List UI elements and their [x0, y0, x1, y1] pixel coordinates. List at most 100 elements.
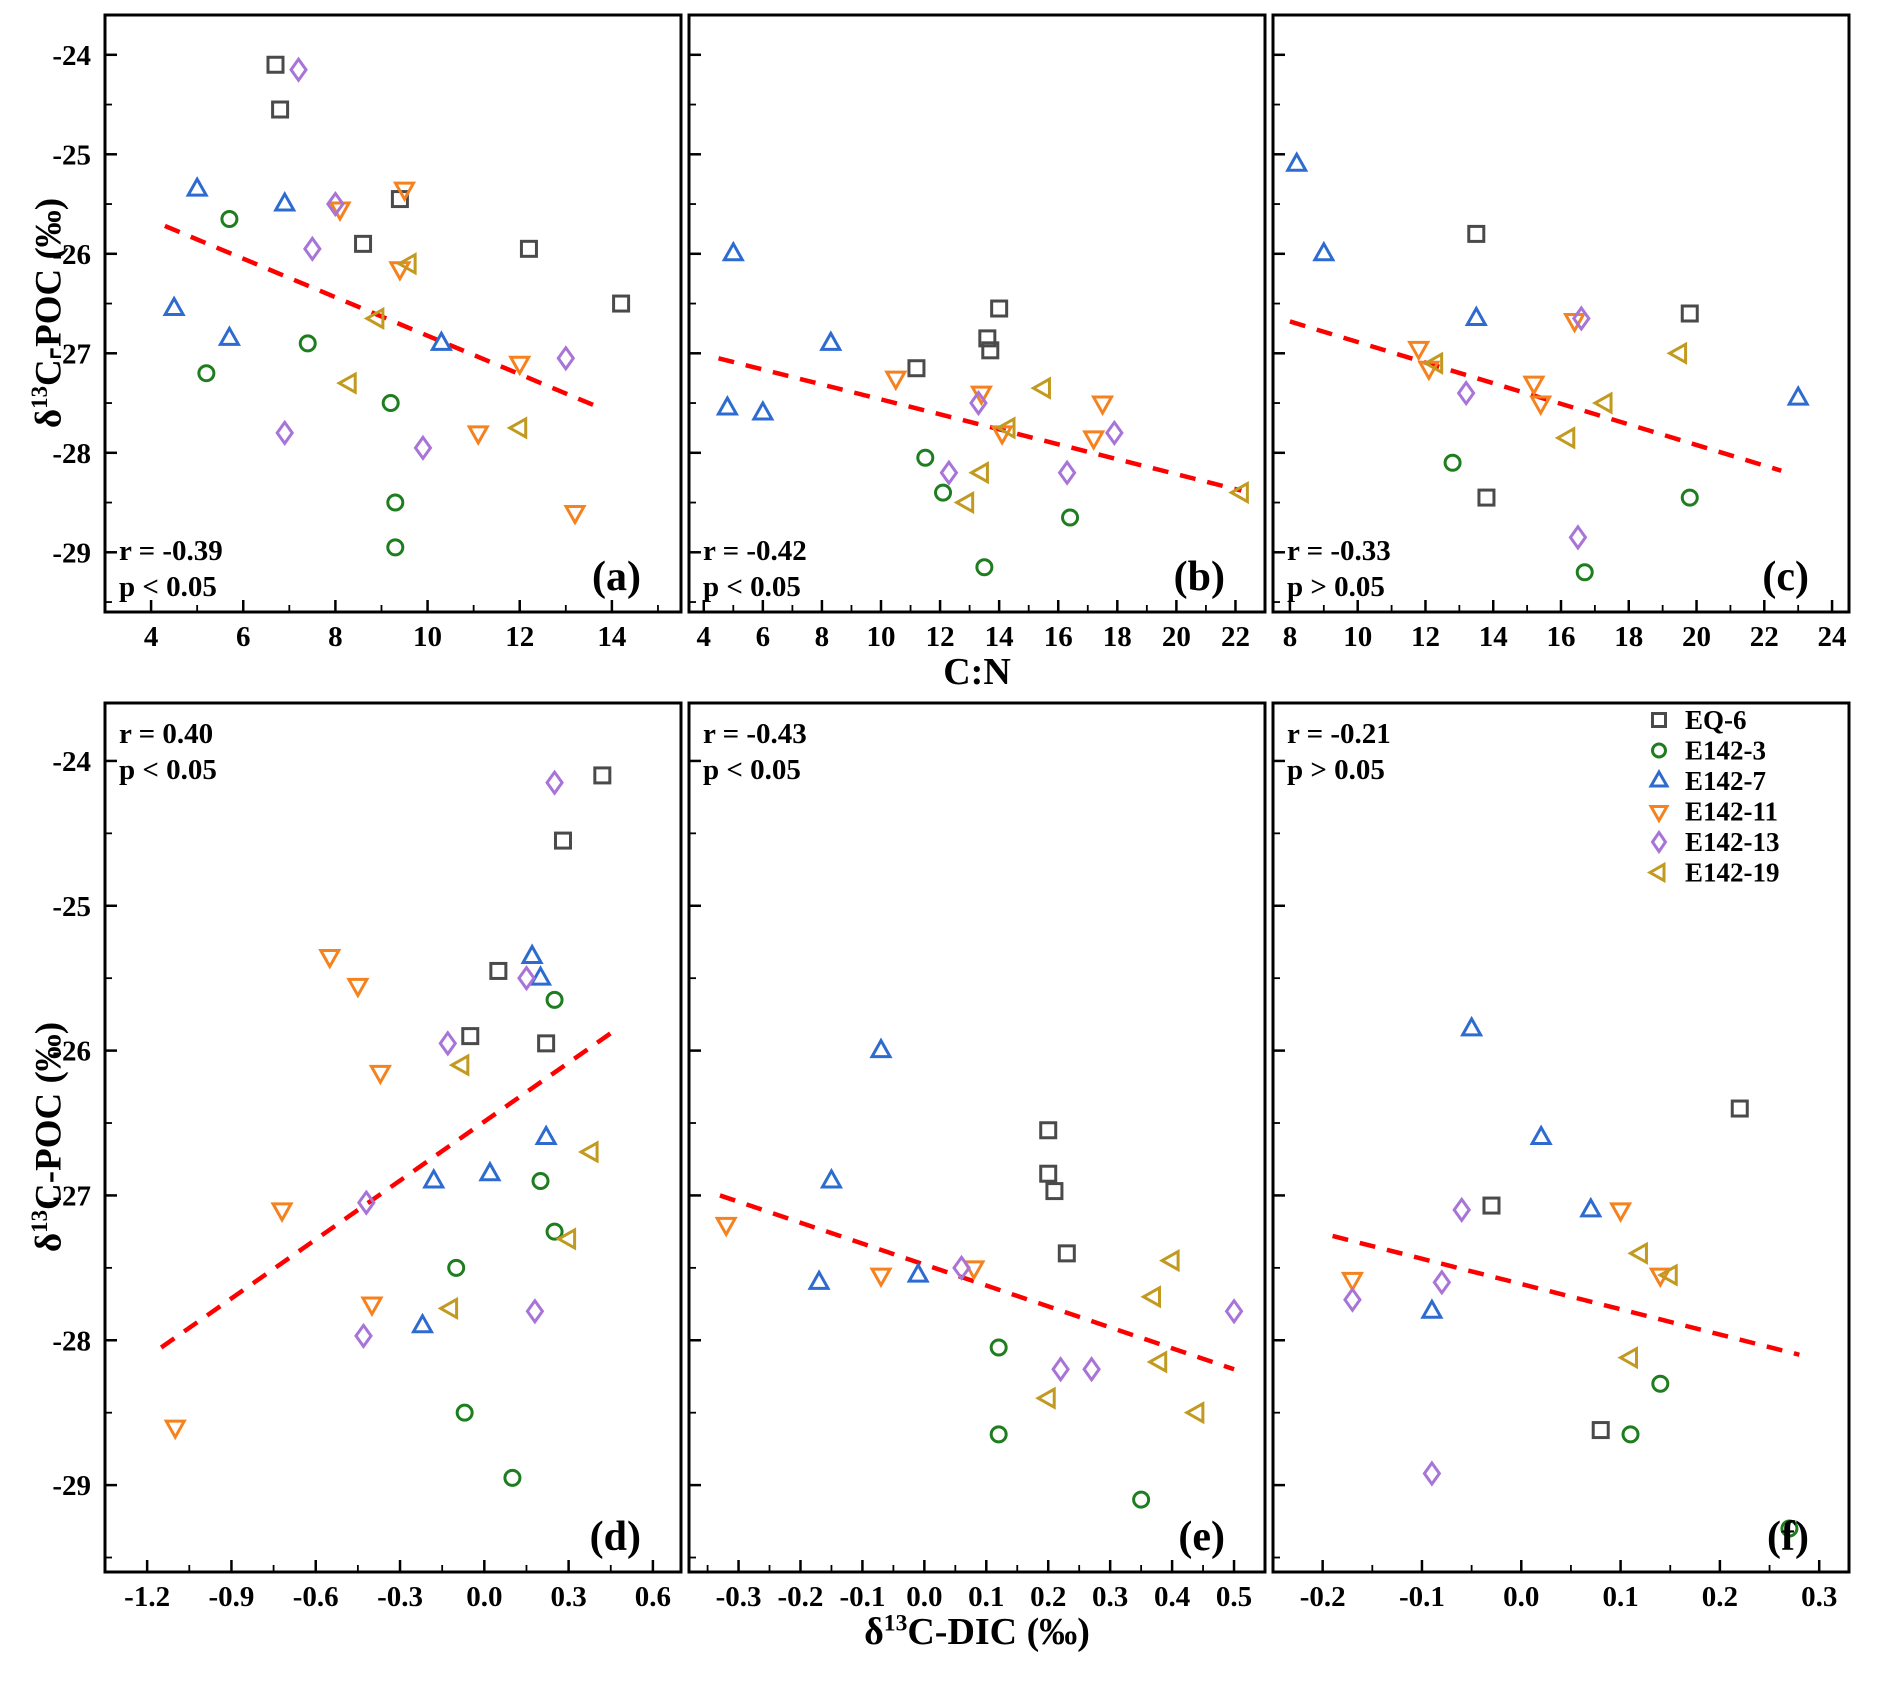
triangle-down-marker [508, 355, 532, 377]
x-tick-label: 8 [815, 621, 830, 653]
x-tick-label: -0.2 [778, 1581, 824, 1613]
triangle-up-marker [1420, 1298, 1444, 1319]
y-tick-label: -25 [52, 891, 91, 923]
y-tick-label: -26 [52, 1036, 91, 1068]
square-marker [593, 766, 612, 785]
panel-f-trend-line [1332, 1233, 1800, 1357]
panel-d-series-E142-7 [410, 943, 558, 1334]
y-tick-label: -24 [52, 746, 91, 778]
triangle-up-marker [534, 1124, 558, 1145]
panel-f-series-E142-19 [1617, 1241, 1678, 1370]
diamond-marker [556, 345, 576, 372]
panel-b-series-EQ-6 [907, 299, 1009, 378]
triangle-up-marker [721, 240, 745, 262]
y-axis-label-top-row: δ13C-POC (‰) [16, 63, 69, 563]
diamond-marker [1432, 1269, 1452, 1296]
x-tick-label: 0.1 [968, 1581, 1004, 1613]
panel-c-series-E142-13 [1456, 305, 1591, 551]
panel-c-stat-r: r = -0.33 [1287, 535, 1391, 567]
x-tick-label: 4 [144, 621, 159, 653]
triangle-down-marker [466, 425, 490, 446]
triangle-left-marker [1146, 1350, 1168, 1374]
triangle-up-marker [1529, 1124, 1553, 1145]
legend-label-E142-3: E142-3 [1685, 736, 1766, 766]
panel-c: 8 10 12 14 16 18 20 22 24 r = -0.33 p > 0.05 (c) [1271, 13, 1851, 653]
diamond-marker [356, 1189, 376, 1216]
x-tick-label: 0.3 [1092, 1581, 1128, 1613]
panel-d: -1.2 -0.9 -0.6 -0.3 0.0 0.3 0.6 -24 -25 -26 -27 -28… [52, 701, 683, 1613]
circle-marker [197, 364, 216, 383]
square-marker [1045, 1182, 1064, 1201]
triangle-down-marker [368, 1064, 392, 1086]
diamond-marker [517, 965, 536, 992]
triangle-down-marker [346, 977, 370, 999]
triangle-up-marker [410, 1312, 435, 1334]
x-tick-label: 0.6 [635, 1581, 671, 1613]
triangle-down-marker [884, 370, 908, 392]
triangle-up-marker [906, 1262, 930, 1283]
diamond-marker [952, 1254, 971, 1281]
circle-marker [386, 493, 405, 512]
panel-f-major-ticks [1273, 759, 1821, 1572]
x-tick-label: 12 [505, 621, 534, 653]
x-label-delta: δ [864, 1611, 884, 1653]
triangle-up-marker [217, 325, 241, 346]
triangle-up-marker [520, 943, 544, 964]
x-label-superscript: 13 [883, 1610, 908, 1637]
y-tick-label: -24 [52, 40, 91, 72]
x-tick-label: 14 [985, 621, 1014, 653]
x-tick-label: 8 [328, 621, 343, 653]
circle-marker [989, 1338, 1008, 1357]
triangle-up-marker [273, 190, 297, 212]
square-marker [461, 1027, 480, 1046]
y-tick-label: -28 [52, 438, 91, 470]
diamond-marker [289, 56, 308, 83]
y-label-superscript: 13 [27, 385, 52, 409]
triangle-down-marker [318, 948, 342, 970]
triangle-left-marker [1183, 1401, 1205, 1425]
circle-marker [503, 1468, 522, 1487]
triangle-left-marker [1035, 1386, 1056, 1410]
x-tick-label: 4 [697, 621, 712, 653]
panel-f-series-E142-7 [1420, 1015, 1603, 1319]
x-tick-label: -0.3 [716, 1581, 762, 1613]
legend-item-E142-19: E142-19 [1646, 858, 1780, 888]
triangle-down-marker [1340, 1271, 1365, 1293]
x-tick-label: -0.9 [208, 1581, 254, 1613]
square-marker [354, 234, 373, 253]
x-tick-label: 10 [1343, 621, 1372, 653]
square-marker [978, 329, 997, 348]
y-label-delta: δ [28, 1232, 70, 1253]
triangle-down-marker [563, 505, 587, 526]
square-marker [990, 299, 1009, 318]
triangle-up-marker [869, 1037, 893, 1059]
circle-marker [975, 558, 994, 577]
diamond-marker [545, 769, 564, 796]
panel-e-frame [687, 701, 1267, 1574]
panel-a-trend-line [164, 223, 595, 408]
diamond-marker [303, 235, 322, 262]
panel-c-series-E142-19 [1422, 341, 1688, 450]
panel-a-major-ticks [105, 53, 614, 612]
square-marker [1651, 712, 1667, 728]
panel-f-series-E142-3 [1621, 1374, 1799, 1538]
triangle-down-marker [1529, 395, 1553, 417]
panel-a: 4 6 8 10 12 14 -24 -25 -26 -27 -28 -29 r = -0.39 p < … [52, 13, 683, 653]
x-tick-label: 24 [1818, 621, 1847, 653]
x-tick-label: 0.0 [906, 1581, 942, 1613]
panel-e-major-ticks [689, 759, 1236, 1572]
x-tick-label: 0.0 [1503, 1581, 1539, 1613]
panel-b-stat-r: r = -0.42 [703, 535, 807, 567]
x-tick-label: 20 [1682, 621, 1711, 653]
panel-c-series-E142-3 [1443, 453, 1699, 582]
panel-c-letter: (c) [1762, 554, 1809, 600]
y-tick-label: -27 [52, 1180, 91, 1212]
triangle-left-marker [1422, 351, 1444, 375]
y-tick-label: -29 [52, 1470, 91, 1502]
square-marker [1467, 224, 1486, 243]
panel-d-trend-line [159, 1031, 613, 1350]
triangle-up-marker [1285, 151, 1309, 172]
x-tick-label: 0.0 [466, 1581, 502, 1613]
triangle-up-marker [422, 1167, 446, 1189]
circle-marker [1061, 508, 1080, 527]
